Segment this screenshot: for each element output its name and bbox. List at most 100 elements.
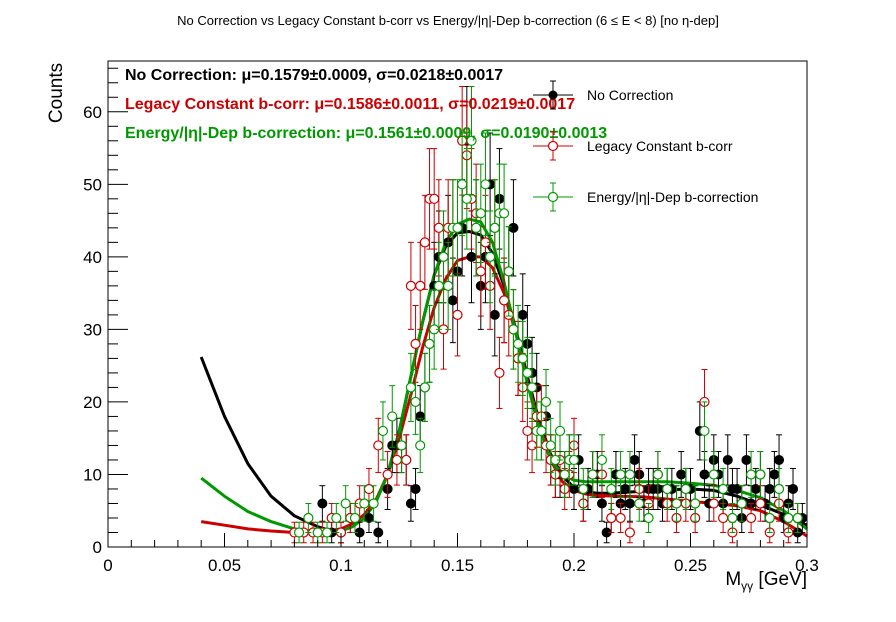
marker [401,454,412,466]
marker [699,469,710,480]
series-2-point [745,451,757,498]
series-2-point [410,368,421,435]
y-tick-label: 0 [93,538,102,557]
marker [410,396,421,408]
marker [410,483,421,494]
legend-marker [547,140,559,152]
marker [624,498,635,509]
fit-stat-label: Legacy Constant b-corr: [125,96,314,113]
y-tick-label: 30 [83,320,102,339]
series-2-point [662,467,673,510]
series-2-point [718,467,729,510]
fit-stat-label: Energy/|η|-Dep b-correction: [125,125,346,142]
legend-label: Energy/|η|-Dep b-correction [587,189,758,205]
legend-entry: No Correction [533,80,673,110]
series-2-point [554,401,566,461]
marker [540,396,552,408]
marker [480,179,491,190]
marker [606,483,617,495]
marker [433,280,444,291]
marker [624,469,636,480]
fit-stat-label: No Correction: [125,67,241,84]
series-1-point [452,273,463,357]
series-2-point [475,163,486,264]
marker [643,512,654,524]
marker [624,527,636,538]
y-tick-label: 40 [83,248,102,267]
marker [596,454,608,466]
series-0-point [788,467,799,510]
series-2-point [415,417,426,474]
fit-stat-value: μ=0.1586±0.0011, σ=0.0219±0.0017 [314,96,575,113]
series-2-point [429,289,440,370]
marker [405,382,416,393]
marker [377,425,389,437]
marker [708,498,719,509]
marker [387,411,398,422]
marker [634,498,645,509]
marker [690,498,701,509]
y-tick-label: 20 [83,393,102,412]
series-2-point [461,148,472,250]
marker [755,469,766,480]
series-2-point [452,179,463,277]
series-2-point [293,521,305,544]
series-1-point [401,434,412,486]
series-2-point [578,467,589,510]
series-2-point [419,352,430,422]
series-2-point [680,467,691,510]
axes-layer: 0 0.05 0.1 0.15 0.2 0.25 0.3 0 10 20 30 40 50 60 [83,60,819,575]
series-0-point [699,451,710,498]
series-0-point [317,485,328,522]
marker [745,512,757,524]
marker [606,512,617,524]
x-axis-label-sub: γγ [741,579,753,593]
marker [373,440,384,451]
marker [517,353,528,364]
series-2-point [312,521,323,544]
marker [596,498,607,509]
marker [568,454,580,466]
marker [499,295,510,306]
series-0-point [601,521,612,544]
marker [433,222,444,233]
series-2-point [792,502,803,533]
marker [391,454,403,466]
marker [522,425,533,437]
marker [554,425,566,437]
series-1-point [429,148,440,250]
marker [545,440,556,451]
series-2-point [522,336,533,409]
marker [615,469,626,480]
marker [405,280,416,291]
marker [629,454,640,465]
marker [443,280,454,291]
marker [475,208,486,219]
marker [652,469,663,480]
legend-label: Legacy Constant b-corr [587,138,733,154]
series-0-point [410,467,421,510]
x-axis-label-unit: [GeV] [753,569,807,590]
marker [405,498,416,509]
series-2-point [368,485,379,522]
series-2-point [443,241,454,330]
marker [718,512,729,524]
marker [680,483,691,495]
marker [494,367,505,379]
marker [419,382,430,393]
y-tick-label: 60 [83,103,102,122]
marker [587,469,598,480]
series-2-point [466,86,477,196]
series-2-point [405,352,416,422]
marker [410,338,421,349]
marker [303,512,314,524]
marker [419,237,430,248]
marker [769,469,780,480]
legend-entry: Legacy Constant b-corr [533,131,733,161]
legend-marker [547,191,559,203]
marker [512,338,524,349]
marker [718,483,729,495]
marker [745,469,757,480]
series-1-point [405,241,416,330]
